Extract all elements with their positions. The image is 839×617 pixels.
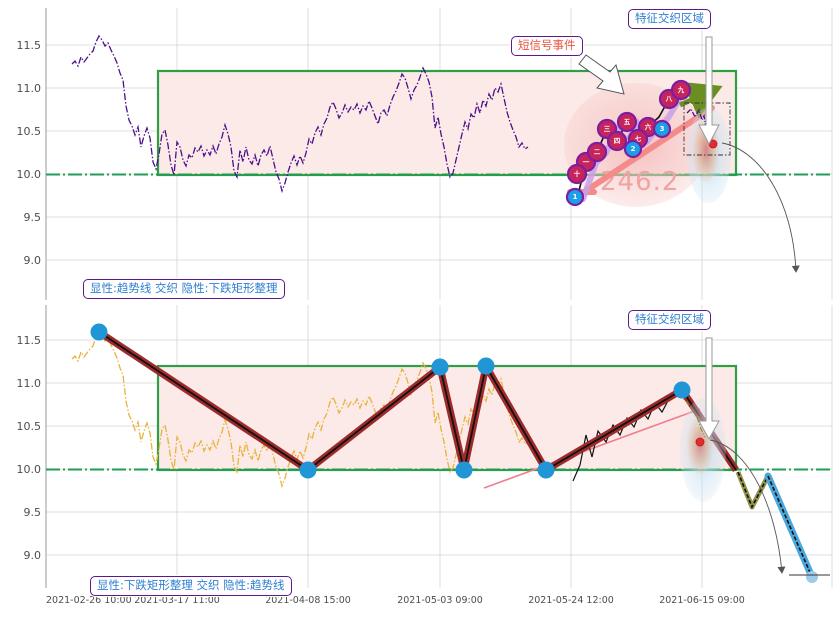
forecast-zigzag-core <box>737 471 769 509</box>
wave-marker-red <box>586 141 608 163</box>
x-tick-label: 2021-05-03 09:00 <box>397 595 483 606</box>
wave-marker-label: 九 <box>677 85 685 94</box>
wave-marker-label: 五 <box>624 118 631 126</box>
pink-trend-arrow <box>581 105 715 195</box>
x-tick-label: 2021-03-17 11:00 <box>134 595 220 606</box>
price-series-bottom <box>71 329 529 489</box>
x-tick-label: 2021-02-26 10:00 <box>46 595 132 606</box>
callout-arrow-zone-bottom <box>698 337 720 441</box>
legend-box-top[interactable]: 显性:趋势线 交织 隐性:下跌矩形整理 <box>83 279 285 300</box>
wave-marker-label: 3 <box>660 125 665 133</box>
rect-zone-fill-bottom <box>158 366 736 470</box>
forecast-line-core <box>767 475 813 578</box>
wave-marker-red <box>670 79 692 101</box>
y-tick-label: 9.5 <box>24 506 42 519</box>
wave-marker-label: 四 <box>614 137 621 145</box>
annotation-short-signal-event[interactable]: 短信号事件 <box>511 36 583 57</box>
wave-marker-blue <box>565 187 585 207</box>
pivot-marker <box>477 357 495 375</box>
zone-wiggle-bottom <box>677 394 706 438</box>
wave-marker-red <box>616 111 638 133</box>
y-tick-labels-bottom: 11.5 11.0 10.5 10.0 9.5 9.0 <box>17 334 42 562</box>
legend-text: 显性:下跌矩形整理 交织 隐性:趋势线 <box>97 578 285 592</box>
zigzag-core-bottom <box>98 331 737 471</box>
x-tick-label: 2021-04-08 15:00 <box>265 595 351 606</box>
x-tick-label: 2021-06-15 09:00 <box>659 595 745 606</box>
callout-arrow-zone-top <box>698 36 720 146</box>
bottom-chart-svg: 11.5 11.0 10.5 10.0 9.5 9.0 <box>17 305 833 606</box>
y-tick-label: 11.5 <box>17 334 42 347</box>
panel-top: 11.5 11.0 10.5 10.0 9.5 9.0 246.2 <box>0 0 839 305</box>
y-tick-label: 10.5 <box>17 420 42 433</box>
wave-marker-label: 一 <box>583 158 590 166</box>
wave-marker-blue <box>652 119 672 139</box>
wave-marker-label: 六 <box>645 122 652 131</box>
price-series-top <box>71 34 529 194</box>
annotation-text: 特征交织区域 <box>635 312 704 326</box>
wave-marker-red <box>606 130 628 152</box>
pivot-marker <box>673 381 691 399</box>
wave-marker-label: 2 <box>631 145 636 153</box>
wave-marker-label: 1 <box>573 193 578 201</box>
y-tick-label: 11.0 <box>17 377 42 390</box>
annotation-interweave-zone-bottom[interactable]: 特征交织区域 <box>628 310 711 331</box>
wave-marker-blue <box>623 139 643 159</box>
annotation-text: 特征交织区域 <box>635 11 704 25</box>
forecast-curve-bottom <box>709 439 786 574</box>
y-tick-label: 10.5 <box>17 125 42 138</box>
x-tick-labels: 2021-02-26 10:00 2021-03-17 11:00 2021-0… <box>46 595 745 606</box>
y-tick-label: 11.5 <box>17 39 42 52</box>
wave-marker-red <box>566 163 588 185</box>
pivot-marker <box>90 323 108 341</box>
pivot-marker <box>537 461 555 479</box>
y-tick-label: 9.0 <box>24 254 42 267</box>
legend-box-bottom[interactable]: 显性:下跌矩形整理 交织 隐性:趋势线 <box>90 576 292 597</box>
legend-text: 显性:趋势线 交织 隐性:下跌矩形整理 <box>90 281 278 295</box>
squiggle-in-box <box>686 107 714 144</box>
pivot-marker <box>455 461 473 479</box>
y-tick-labels-top: 11.5 11.0 10.5 10.0 9.5 9.0 <box>17 39 42 267</box>
y-tick-label: 10.0 <box>17 168 42 181</box>
wave-labels-top: 一 二 三 四 五 六 七 八 九 十 <box>565 79 692 207</box>
x-tick-label: 2021-05-24 12:00 <box>528 595 614 606</box>
callout-arrow-signal <box>578 54 625 95</box>
y-tick-label: 11.0 <box>17 82 42 95</box>
panel-bottom: 11.5 11.0 10.5 10.0 9.5 9.0 <box>0 305 839 617</box>
forecast-endpoint <box>806 571 818 583</box>
y-tick-label: 9.0 <box>24 549 42 562</box>
wave-marker-label: 三 <box>604 125 611 133</box>
endpoint-dot-bottom <box>695 437 705 447</box>
pivot-marker <box>299 461 317 479</box>
top-chart-svg: 11.5 11.0 10.5 10.0 9.5 9.0 246.2 <box>17 8 833 300</box>
zigzag-pivot-markers <box>90 323 691 479</box>
annotation-text: 短信号事件 <box>518 38 576 52</box>
hidden-trendline-bottom <box>483 408 701 489</box>
annotation-interweave-zone-top[interactable]: 特征交织区域 <box>628 9 711 30</box>
forecast-curve-top <box>721 142 800 273</box>
wave-marker-label: 八 <box>665 95 673 103</box>
y-tick-label: 10.0 <box>17 463 42 476</box>
y-tick-label: 9.5 <box>24 211 42 224</box>
wave-marker-label: 十 <box>574 169 581 178</box>
pivot-marker <box>431 358 449 376</box>
wave-marker-label: 七 <box>635 134 642 143</box>
wave-marker-label: 二 <box>594 148 601 156</box>
